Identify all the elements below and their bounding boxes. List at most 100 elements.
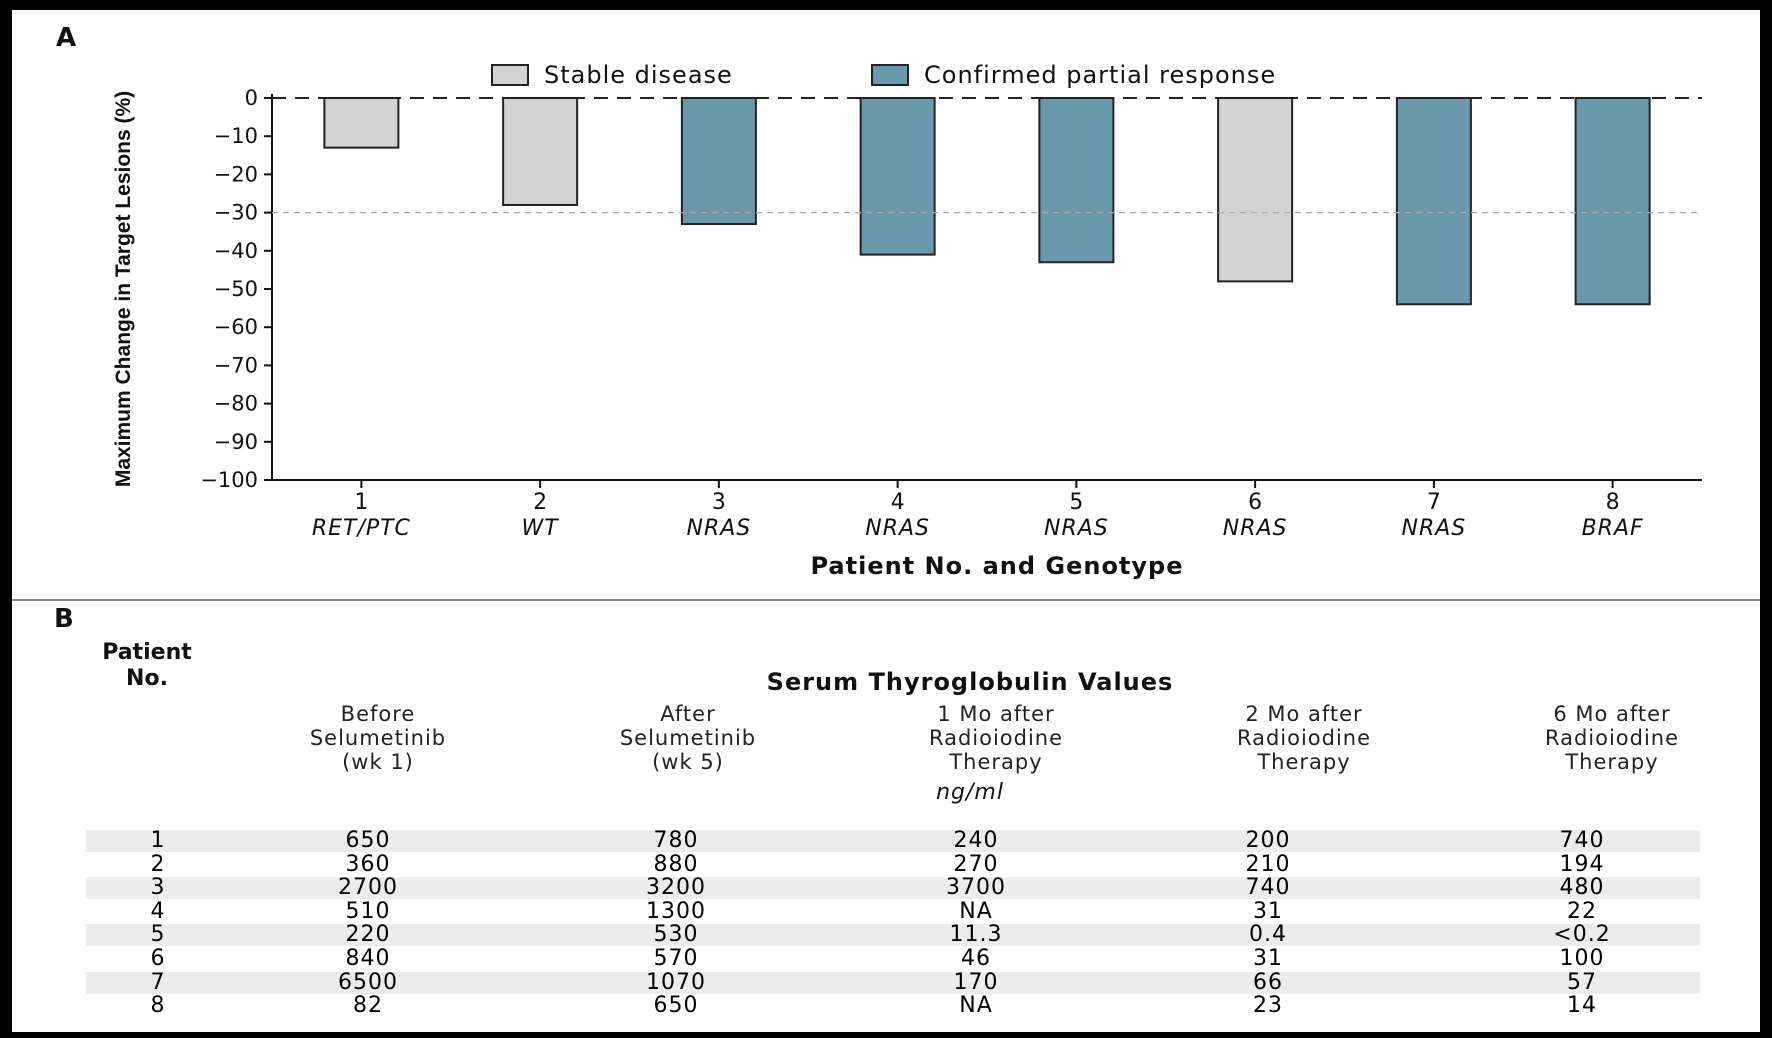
value-cell: 1070 — [646, 969, 706, 995]
value-cell: 194 — [1559, 851, 1605, 877]
x-tick-label-patient: 2 — [533, 490, 547, 515]
patient-number-cell: 1 — [150, 828, 166, 853]
value-cell: 1300 — [646, 898, 706, 924]
table-row: 3 2700 3200 3700 740 480 — [86, 875, 1700, 901]
column-header: 6 Mo after Radioiodine Therapy — [1472, 702, 1752, 774]
legend-label: Stable disease — [544, 61, 733, 89]
column-header-line: Radioiodine — [1236, 726, 1372, 750]
bar — [1395, 97, 1472, 306]
bar — [859, 97, 936, 256]
y-tick-label: −20 — [214, 162, 258, 186]
value-cell: 66 — [1253, 969, 1283, 995]
column-header-line: (wk 1) — [342, 750, 414, 774]
serum-title: Serum Thyroglobulin Values — [766, 668, 1174, 696]
value-cell: 200 — [1245, 828, 1291, 853]
x-tick-label-patient: 7 — [1427, 490, 1441, 515]
value-cell: 220 — [345, 922, 391, 948]
bar — [323, 97, 400, 149]
value-cell: 780 — [653, 828, 699, 853]
value-cell: 100 — [1559, 946, 1605, 971]
value-cell: 480 — [1559, 875, 1605, 901]
value-cell: 11.3 — [949, 922, 1003, 948]
y-tick-label: −60 — [214, 315, 258, 339]
y-tick-label: −100 — [200, 468, 258, 492]
y-tick-label: −40 — [214, 239, 258, 263]
column-header: After Selumetinib (wk 5) — [548, 702, 828, 774]
x-tick-label-genotype: WT — [522, 516, 560, 541]
bar — [502, 97, 579, 206]
table-row: 6 840 570 46 31 100 — [86, 948, 1700, 970]
patient-no-header: Patient No. — [72, 640, 222, 692]
panel-a-letter: A — [56, 23, 76, 53]
units-label: ng/ml — [936, 780, 1004, 805]
value-cell: 2700 — [338, 875, 398, 901]
legend-swatch — [491, 64, 529, 86]
value-cell: 31 — [1253, 898, 1283, 924]
x-tick-label-patient: 5 — [1069, 490, 1083, 515]
bar — [1217, 97, 1294, 283]
y-axis-title: Maximum Change in Target Lesions (%) — [112, 91, 135, 487]
value-cell: 650 — [653, 993, 699, 1019]
x-tick-label-patient: 4 — [891, 490, 905, 515]
x-tick-label-patient: 1 — [354, 490, 368, 515]
figure-panel: A 0 −10 −20 −30 −40 −50 −60 −70 −80 −90 −100 1 RET/P… — [12, 10, 1760, 1032]
patient-number-cell: 2 — [150, 851, 166, 877]
value-cell: 0.4 — [1249, 922, 1287, 948]
value-cell: <0.2 — [1553, 922, 1611, 948]
value-cell: 840 — [345, 946, 391, 971]
bar — [1574, 97, 1651, 306]
value-cell: 57 — [1567, 969, 1597, 995]
value-cell: 510 — [345, 898, 391, 924]
column-header: Before Selumetinib (wk 1) — [238, 702, 518, 774]
column-header-line: 1 Mo after — [937, 702, 1055, 726]
value-cell: 22 — [1567, 898, 1597, 924]
x-tick-label-patient: 8 — [1606, 490, 1620, 515]
value-cell: 530 — [653, 922, 699, 948]
value-cell: 23 — [1253, 993, 1283, 1019]
legend-label: Confirmed partial response — [924, 61, 1276, 89]
bar-chart: A 0 −10 −20 −30 −40 −50 −60 −70 −80 −90 −100 1RET/P… — [12, 23, 1760, 601]
value-cell: 740 — [1245, 875, 1291, 901]
column-header-line: Therapy — [1257, 750, 1351, 774]
value-cell: NA — [959, 898, 993, 924]
column-header-line: Therapy — [1565, 750, 1659, 774]
x-tick-label-genotype: NRAS — [1401, 516, 1466, 541]
patient-number-cell: 6 — [150, 946, 166, 971]
x-tick-label-genotype: NRAS — [1044, 516, 1109, 541]
value-cell: 650 — [345, 828, 391, 853]
x-tick-label-patient: 3 — [712, 490, 726, 515]
value-cell: NA — [959, 993, 993, 1019]
column-header-line: 6 Mo after — [1553, 702, 1671, 726]
value-cell: 240 — [953, 828, 999, 853]
patient-header-line1: Patient — [102, 640, 192, 665]
column-header-line: Radioiodine — [1544, 726, 1680, 750]
patient-number-cell: 4 — [150, 898, 166, 924]
x-tick-label-genotype: BRAF — [1582, 516, 1644, 541]
y-tick-label: 0 — [245, 86, 258, 110]
y-tick-label: −10 — [214, 124, 258, 148]
column-header-line: Before — [340, 702, 416, 726]
value-cell: 46 — [961, 946, 991, 971]
column-header-line: Selumetinib — [309, 726, 447, 750]
value-cell: 270 — [953, 851, 999, 877]
value-cell: 570 — [653, 946, 699, 971]
y-tick-label: −70 — [214, 353, 258, 377]
value-cell: 14 — [1567, 993, 1597, 1019]
table-row: 4 510 1300 NA 31 22 — [86, 898, 1700, 924]
column-header-line: Selumetinib — [619, 726, 757, 750]
patient-number-cell: 8 — [150, 993, 166, 1019]
y-tick-label: −80 — [214, 392, 258, 416]
column-header: 1 Mo after Radioiodine Therapy — [856, 702, 1136, 774]
value-cell: 360 — [345, 851, 391, 877]
y-tick-label: −50 — [214, 277, 258, 301]
y-tick-label: −30 — [214, 201, 258, 225]
value-cell: 3200 — [646, 875, 706, 901]
x-tick-label-genotype: NRAS — [686, 516, 751, 541]
x-tick-label-genotype: NRAS — [1223, 516, 1288, 541]
column-header-line: After — [660, 702, 716, 726]
bar — [1038, 97, 1115, 264]
table-row: 5 220 530 11.3 0.4 <0.2 — [86, 922, 1700, 948]
value-cell: 210 — [1245, 851, 1291, 877]
value-cell: 82 — [353, 993, 383, 1019]
table-row: 1 650 780 240 200 740 — [86, 830, 1700, 852]
